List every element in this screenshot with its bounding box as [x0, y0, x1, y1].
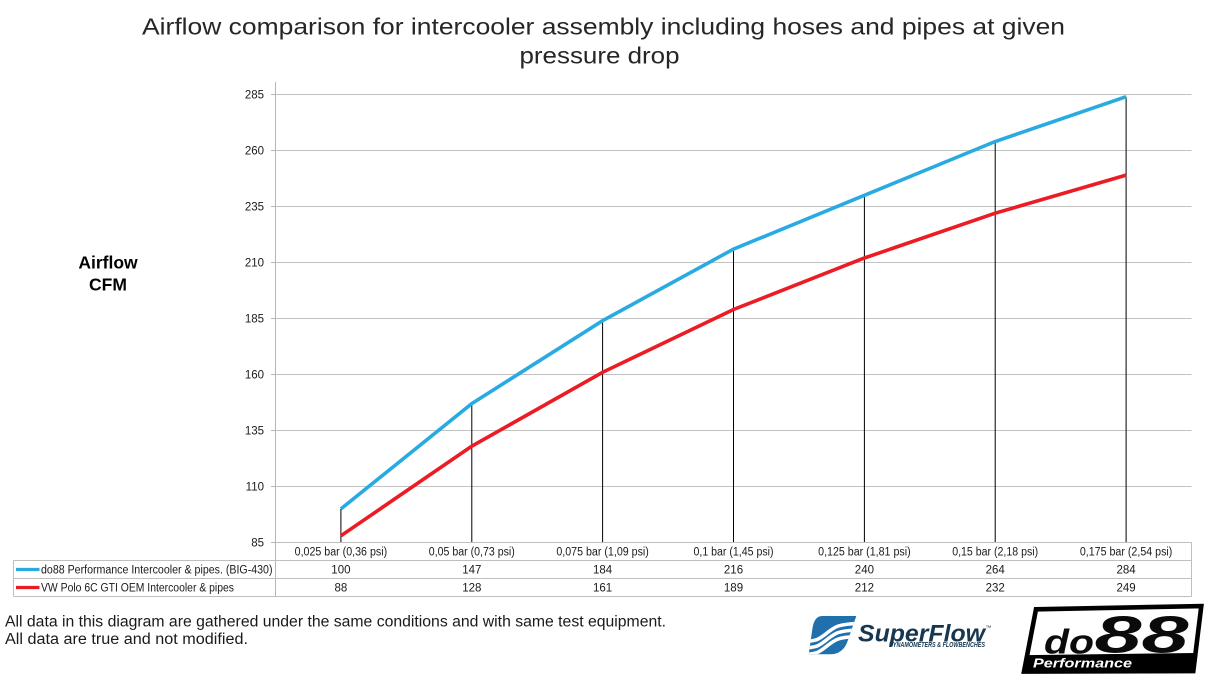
svg-text:235: 235 — [245, 202, 264, 214]
svg-text:128: 128 — [462, 583, 481, 595]
svg-text:240: 240 — [855, 565, 874, 577]
svg-text:216: 216 — [724, 565, 743, 577]
svg-text:0,15 bar (2,18 psi): 0,15 bar (2,18 psi) — [952, 547, 1038, 559]
svg-text:88: 88 — [1095, 607, 1189, 665]
svg-text:160: 160 — [245, 370, 264, 382]
svg-text:DYNAMOMETERS & FLOWBENCHES: DYNAMOMETERS & FLOWBENCHES — [889, 640, 985, 649]
svg-text:0,025 bar (0,36 psi): 0,025 bar (0,36 psi) — [295, 547, 388, 559]
svg-text:210: 210 — [245, 258, 264, 270]
svg-text:do88 Performance Intercooler &: do88 Performance Intercooler & pipes. (B… — [41, 565, 273, 577]
svg-text:All data are true and not modi: All data are true and not modified. — [5, 631, 248, 648]
svg-text:0,175 bar (2,54 psi): 0,175 bar (2,54 psi) — [1080, 547, 1173, 559]
svg-text:™: ™ — [986, 625, 992, 632]
svg-text:0,075 bar (1,09 psi): 0,075 bar (1,09 psi) — [556, 547, 649, 559]
svg-text:VW Polo 6C GTI OEM Intercooler: VW Polo 6C GTI OEM Intercooler & pipes — [41, 583, 234, 595]
svg-text:pressure drop: pressure drop — [520, 43, 680, 69]
svg-text:135: 135 — [245, 426, 264, 438]
svg-text:0,125 bar (1,81 psi): 0,125 bar (1,81 psi) — [818, 547, 911, 559]
svg-text:do: do — [1044, 624, 1094, 662]
svg-text:CFM: CFM — [89, 275, 127, 295]
svg-text:284: 284 — [1117, 565, 1137, 577]
svg-text:185: 185 — [245, 314, 264, 326]
svg-text:184: 184 — [593, 565, 613, 577]
svg-text:161: 161 — [593, 583, 612, 595]
svg-text:85: 85 — [251, 538, 264, 550]
svg-text:212: 212 — [855, 583, 874, 595]
svg-text:110: 110 — [246, 482, 264, 494]
svg-text:147: 147 — [462, 565, 481, 577]
svg-text:Airflow comparison for interco: Airflow comparison for intercooler assem… — [142, 14, 1065, 40]
svg-text:264: 264 — [986, 565, 1006, 577]
svg-text:All data in this diagram are g: All data in this diagram are gathered un… — [5, 614, 666, 631]
svg-text:0,05 bar (0,73 psi): 0,05 bar (0,73 psi) — [429, 547, 515, 559]
svg-text:88: 88 — [335, 583, 348, 595]
svg-text:260: 260 — [245, 146, 264, 158]
svg-text:Airflow: Airflow — [78, 253, 138, 273]
svg-text:SuperFlow: SuperFlow — [858, 621, 987, 648]
svg-text:100: 100 — [331, 565, 350, 577]
svg-text:189: 189 — [724, 583, 743, 595]
svg-text:232: 232 — [986, 583, 1005, 595]
svg-text:285: 285 — [245, 90, 264, 102]
svg-text:0,1 bar (1,45 psi): 0,1 bar (1,45 psi) — [694, 547, 774, 559]
svg-text:Performance: Performance — [1033, 656, 1132, 671]
svg-text:249: 249 — [1117, 583, 1136, 595]
